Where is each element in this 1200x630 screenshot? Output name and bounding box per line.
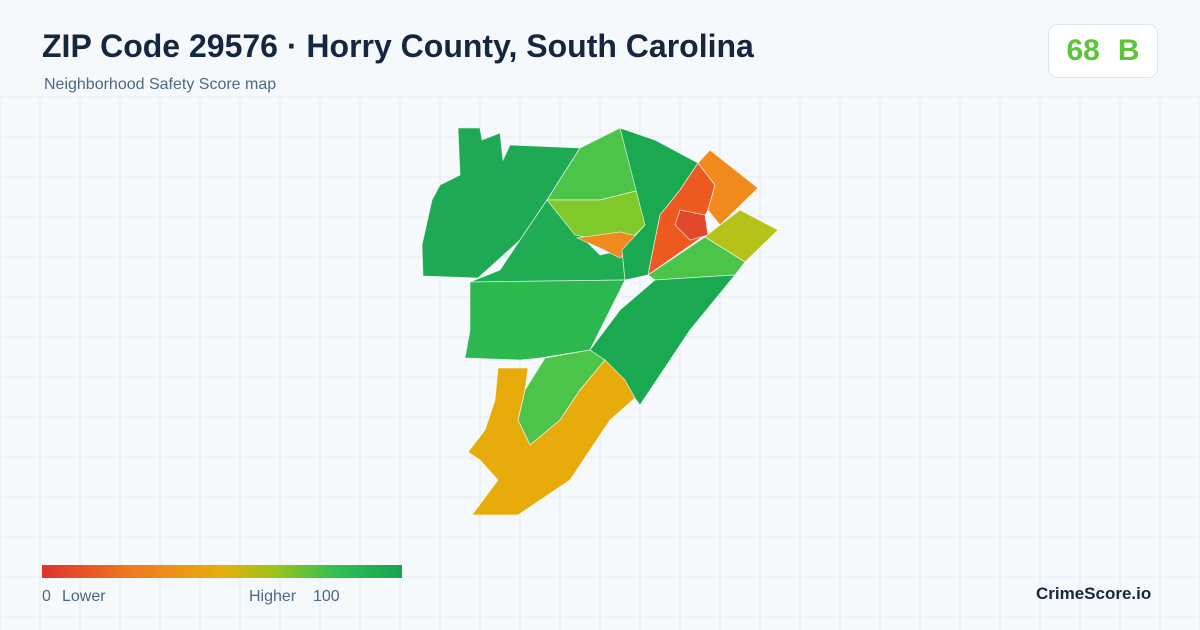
legend-max-label: Higher <box>249 588 297 605</box>
legend-gradient <box>42 565 402 578</box>
region <box>674 209 709 241</box>
regions <box>421 127 779 516</box>
score-grade: B <box>1117 34 1140 67</box>
legend-min-label: Lower <box>62 588 106 605</box>
title: ZIP Code 29576 · Horry County, South Car… <box>42 28 754 64</box>
score-value: 68 <box>1066 34 1100 67</box>
region <box>697 149 759 226</box>
legend-max: 100 <box>313 588 340 605</box>
subtitle: Neighborhood Safety Score map <box>44 76 277 93</box>
region <box>467 359 636 516</box>
legend-min: 0 <box>42 588 51 605</box>
brand: CrimeScore.io <box>1036 584 1152 603</box>
score-badge: 68 B <box>1048 24 1158 78</box>
region <box>464 279 626 361</box>
